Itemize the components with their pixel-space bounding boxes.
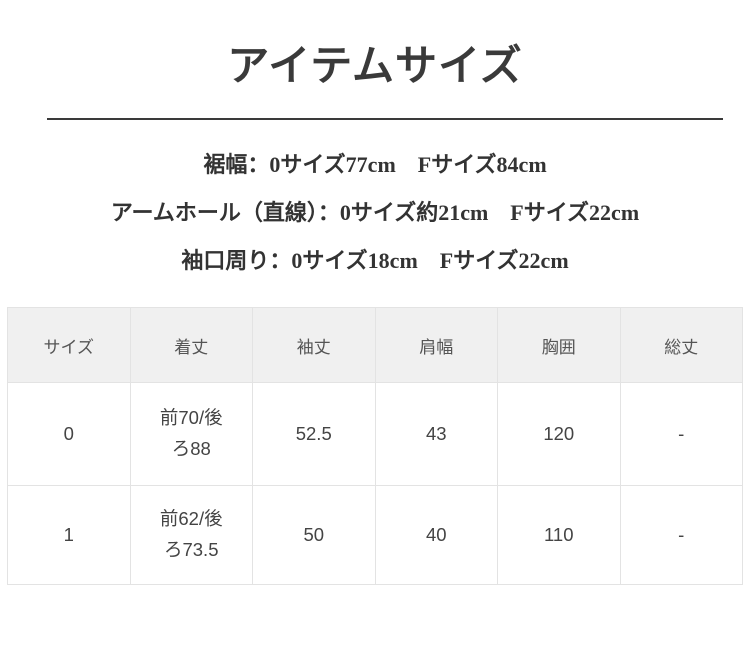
table-cell: 40 (374, 485, 498, 585)
measurement-lines: 裾幅：0サイズ77cm Fサイズ84cm アームホール（直線）：0サイズ約21c… (0, 150, 750, 276)
table-row: 0 前70/後 ろ88 52.5 43 120 - (7, 382, 743, 486)
size-table-head: サイズ 着丈 袖丈 肩幅 胸囲 総丈 (7, 307, 743, 383)
table-cell: 前62/後 ろ73.5 (129, 485, 253, 585)
table-cell: - (619, 382, 743, 486)
table-header-cell-size: サイズ (7, 307, 131, 383)
measurement-line-cuff: 袖口周り：0サイズ18cm Fサイズ22cm (181, 248, 569, 273)
measurement-line-armhole: アームホール（直線）：0サイズ約21cm Fサイズ22cm (110, 200, 640, 225)
table-cell: 52.5 (252, 382, 376, 486)
table-header-cell-total: 総丈 (619, 307, 743, 383)
table-cell: 110 (497, 485, 621, 585)
table-row: 1 前62/後 ろ73.5 50 40 110 - (7, 485, 743, 585)
table-cell: 0 (7, 382, 131, 486)
table-cell: 50 (252, 485, 376, 585)
table-cell: 1 (7, 485, 131, 585)
size-table-body: 0 前70/後 ろ88 52.5 43 120 - 1 前62/後 ろ73.5 … (7, 382, 743, 585)
table-cell: - (619, 485, 743, 585)
size-table: サイズ 着丈 袖丈 肩幅 胸囲 総丈 0 前70/後 ろ88 52.5 43 1… (7, 307, 743, 585)
table-cell: 前70/後 ろ88 (129, 382, 253, 486)
table-header-cell-chest: 胸囲 (497, 307, 621, 383)
table-cell: 120 (497, 382, 621, 486)
table-header-cell-sleeve: 袖丈 (252, 307, 376, 383)
page-title: アイテムサイズ (227, 44, 523, 90)
table-header-cell-length: 着丈 (129, 307, 253, 383)
measurement-line-hem-width: 裾幅：0サイズ77cm Fサイズ84cm (203, 152, 547, 177)
title-divider (47, 118, 723, 120)
table-header-cell-shoulder: 肩幅 (374, 307, 498, 383)
table-cell: 43 (374, 382, 498, 486)
table-header-row: サイズ 着丈 袖丈 肩幅 胸囲 総丈 (7, 307, 743, 383)
